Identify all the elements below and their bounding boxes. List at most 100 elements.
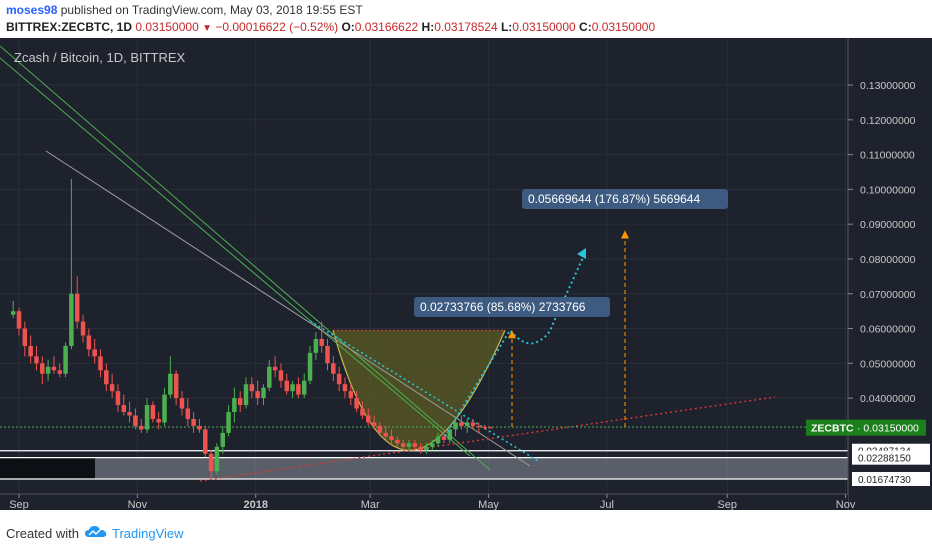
candle-body (470, 422, 476, 426)
candle-body (342, 384, 348, 392)
publish-info: published on TradingView.com, May 03, 20… (60, 3, 363, 17)
green-trend-line (0, 57, 471, 457)
candle-body (296, 384, 301, 395)
projection-lines (444, 230, 629, 437)
candle-body (319, 338, 324, 346)
author-link[interactable]: moses98 (6, 3, 58, 17)
price-change: −0.00016622 (−0.52%) (215, 20, 339, 34)
candle-body (179, 398, 185, 409)
y-tick-label: 0.09000000 (860, 219, 916, 231)
created-with-text: Created with (6, 526, 79, 541)
candle-body (441, 436, 447, 440)
publish-line: moses98 published on TradingView.com, Ma… (6, 3, 363, 17)
candle-body (284, 380, 290, 392)
candle-body (389, 436, 394, 440)
candle-body (162, 394, 167, 423)
candle-body (395, 439, 400, 444)
price-labels: ZECBTC· 0.031500000.024871340.022881500.… (806, 419, 930, 486)
candle-body (348, 391, 354, 399)
tradingview-brand[interactable]: TradingView (112, 526, 184, 541)
candle-body (104, 370, 109, 385)
y-tick-label: 0.10000000 (860, 184, 916, 196)
candle-body (232, 398, 237, 413)
candle-body (115, 391, 121, 406)
candle-body (435, 436, 441, 444)
candle-body (74, 293, 80, 322)
candle-body (51, 366, 57, 371)
annotations: 0.02733766 (85.68%) 2733766 0.05669644 (1… (414, 189, 728, 317)
price-chart[interactable]: 0.02733766 (85.68%) 2733766 0.05669644 (1… (0, 38, 932, 511)
last-price: 0.03150000 (135, 20, 199, 34)
high-label: H: (421, 20, 435, 34)
candle-body (371, 422, 377, 426)
current-price-badge (806, 419, 926, 436)
candle-body (354, 398, 359, 409)
candle-body (400, 443, 406, 447)
orange-arrow-2 (621, 230, 629, 239)
chart-footer: Created with TradingView (0, 510, 932, 550)
low-value: 0.03150000 (512, 20, 576, 34)
candle-body (278, 370, 284, 381)
lower-range-dark (0, 457, 95, 479)
candle-body (488, 427, 493, 429)
candle-body (377, 425, 383, 433)
level-badge (852, 450, 930, 465)
candle-body (424, 446, 429, 451)
candle-body (168, 373, 173, 395)
candle-body (226, 412, 231, 433)
low-label: L: (500, 20, 513, 34)
candle-body (383, 432, 388, 437)
annotation-box (522, 189, 728, 209)
candle-body (45, 366, 51, 374)
candle-body (464, 422, 470, 426)
candle-body (406, 443, 412, 447)
chart-header: moses98 published on TradingView.com, Ma… (0, 0, 932, 38)
cup-fill (333, 330, 505, 451)
candle-body (28, 345, 33, 357)
candle-body (80, 321, 86, 336)
lower-range-band (95, 457, 848, 479)
chart-area[interactable]: 0.02733766 (85.68%) 2733766 0.05669644 (1… (0, 38, 932, 511)
candle-body (476, 425, 482, 427)
down-triangle-icon: ▼ (202, 23, 212, 34)
x-tick-label: Jul (600, 499, 614, 510)
candle-body (267, 366, 272, 388)
x-tick-label: Nov (836, 499, 856, 510)
open-value: 0.03166622 (354, 20, 419, 34)
gray-trend-line (45, 150, 531, 467)
candle-body (10, 311, 16, 315)
candle-body (133, 415, 138, 426)
candle-body (173, 373, 179, 399)
close-label: C: (579, 20, 592, 34)
candle-body (220, 432, 225, 447)
symbol-label: BITTREX:ZECBTC, 1D (6, 20, 132, 34)
candle-body (430, 443, 435, 447)
candle-body (255, 391, 260, 399)
candle-body (412, 443, 418, 447)
candle-body (197, 425, 202, 430)
candle-body (301, 380, 307, 395)
grid-lines (0, 38, 848, 494)
candle-body (98, 356, 103, 371)
tradingview-cloud-icon[interactable] (84, 524, 108, 540)
x-tick-label: Sep (9, 499, 29, 510)
y-tick-label: 0.13000000 (860, 80, 916, 92)
annotation-text: 0.02733766 (85.68%) 2733766 (420, 300, 586, 314)
candle-body (185, 408, 191, 419)
ohlc-line: BITTREX:ZECBTC, 1D 0.03150000 ▼ −0.00016… (6, 20, 655, 34)
chart-title: Zcash / Bitcoin, 1D, BITTREX (14, 50, 186, 65)
candle-body (127, 412, 132, 416)
candle-body (290, 384, 295, 392)
candle-body (459, 422, 464, 426)
y-tick-label: 0.05000000 (860, 358, 916, 370)
candle-body (156, 418, 161, 423)
y-axis-panel[interactable] (848, 38, 932, 510)
x-tick-label: Mar (361, 499, 380, 510)
candle-body (203, 429, 208, 454)
y-tick-label: 0.08000000 (860, 254, 916, 266)
projection-arrow-head (577, 248, 586, 259)
candles (10, 178, 493, 479)
candle-body (22, 328, 28, 346)
candle-body (40, 363, 45, 374)
range-shading (0, 450, 848, 480)
